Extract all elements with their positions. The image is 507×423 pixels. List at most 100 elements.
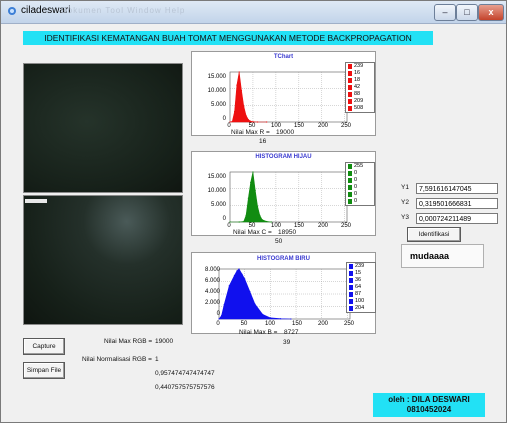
histogram-point [280,318,282,320]
save-file-button[interactable]: Simpan File [23,362,65,379]
y-tick: 5.000 [210,102,226,108]
close-button[interactable]: x [478,4,504,21]
red-max-label: Nilai Max R = [231,129,270,136]
red-max-value: 19000 [276,129,295,136]
y2-field[interactable]: 0,319501666831 [416,198,498,209]
y-tick: 10.000 [207,188,226,194]
legend-item: 0 [346,198,374,205]
x-tick: 100 [264,321,275,327]
chart-legend: 239 16 18 42 88 209 508 [345,62,375,113]
histogram-point [243,105,245,107]
result-display: mudaaaa [401,244,484,268]
histogram-point [250,120,252,122]
chart-legend: 255 0 0 0 0 0 [345,162,375,206]
histogram-point [223,304,225,306]
histogram-point [266,121,268,123]
capture-button[interactable]: Capture [23,338,65,355]
legend-item: 87 [347,291,375,298]
x-tick: 200 [317,321,328,327]
y-tick: 6.000 [204,278,220,284]
histogram-point [240,89,243,92]
histogram-point [256,121,259,123]
x-tick: 100 [270,223,281,229]
histogram-point [233,274,236,277]
x-tick: 150 [293,123,304,129]
app-icon [8,7,16,15]
histogram-point [266,220,268,223]
histogram-point [244,278,246,280]
maximize-button[interactable]: □ [456,4,478,21]
x-tick: 50 [248,123,256,129]
legend-item: 255 [346,163,374,170]
identify-button[interactable]: Identifikasi [407,227,461,242]
x-tick: 200 [317,223,328,229]
histogram-point [252,171,254,173]
chart-title: HISTOGRAM HIJAU [255,154,312,160]
x-tick: 100 [270,123,281,129]
histogram-point [245,214,247,217]
histogram-point [252,121,254,123]
histogram-point [233,110,236,113]
histogram-point [229,121,231,123]
legend-item: 204 [347,305,375,312]
legend-item: 88 [346,91,374,98]
legend-item: 0 [346,177,374,184]
author-id: 0810452024 [406,405,452,414]
histogram-point [247,197,249,199]
y-tick: 15.000 [207,74,226,80]
rgb-max-label: Nilai Max RGB = [104,338,153,345]
chart-title: HISTOGRAM BIRU [257,256,310,262]
histogram-point [256,205,259,207]
y-tick: 10.000 [207,88,226,94]
histogram-point [250,181,252,184]
green-max-label: Nilai Max C = [233,229,272,236]
y1-label: Y1 [401,184,409,191]
normalization-label: Nilai Normalisasi RGB = [82,356,152,363]
histogram-area [230,171,272,223]
histogram-point [231,120,233,123]
histogram-point [220,314,223,317]
legend-item: 0 [346,170,374,177]
x-tick: 50 [240,321,248,327]
histogram-point [238,71,240,73]
legend-item: 18 [346,77,374,84]
legend-item: 42 [346,84,374,91]
legend-item: 100 [347,298,375,305]
histogram-point [236,84,238,86]
x-tick: 150 [291,321,302,327]
histogram-point [238,221,240,223]
histogram-point [290,318,292,320]
x-tick: 150 [293,223,304,229]
legend-item: 0 [346,184,374,191]
histogram-point [243,220,245,223]
y-tick: 4.000 [204,289,220,295]
plot-frame [229,71,348,123]
histogram-point [247,119,249,121]
y1-field[interactable]: 7,591616147045 [416,183,498,194]
y2-label: Y2 [401,199,409,206]
histogram-point [254,303,256,305]
window-title: ciladeswari [21,5,71,16]
histogram-point [229,221,231,223]
legend-item: 209 [346,98,374,105]
minimize-button[interactable]: – [434,4,456,21]
x-tick: 0 [216,321,220,327]
blue-histogram-panel: HISTOGRAM BIRU 8.000 6.000 4.000 2.000 0… [191,252,376,334]
histogram-point [270,221,272,223]
histogram-point [236,270,238,272]
title-bar: ciladeswari Dokumen Tool Window Help – □… [1,1,506,24]
blue-max-index: 39 [283,339,291,346]
y3-field[interactable]: 0,000724211489 [416,213,498,224]
rgb-max-value: 19000 [155,338,174,345]
y-tick: 8.000 [204,267,220,273]
histogram-point [261,219,263,221]
chart-legend: 239 15 36 64 87 100 204 [346,262,376,313]
legend-item: 15 [347,270,375,277]
green-max-value: 18950 [278,229,297,236]
y-tick: 0 [222,216,226,222]
normalization-value: 1 [155,356,159,363]
author-footer: oleh : DILA DESWARI 0810452024 [373,393,485,417]
x-tick: 250 [340,223,351,229]
histogram-point [238,268,240,270]
